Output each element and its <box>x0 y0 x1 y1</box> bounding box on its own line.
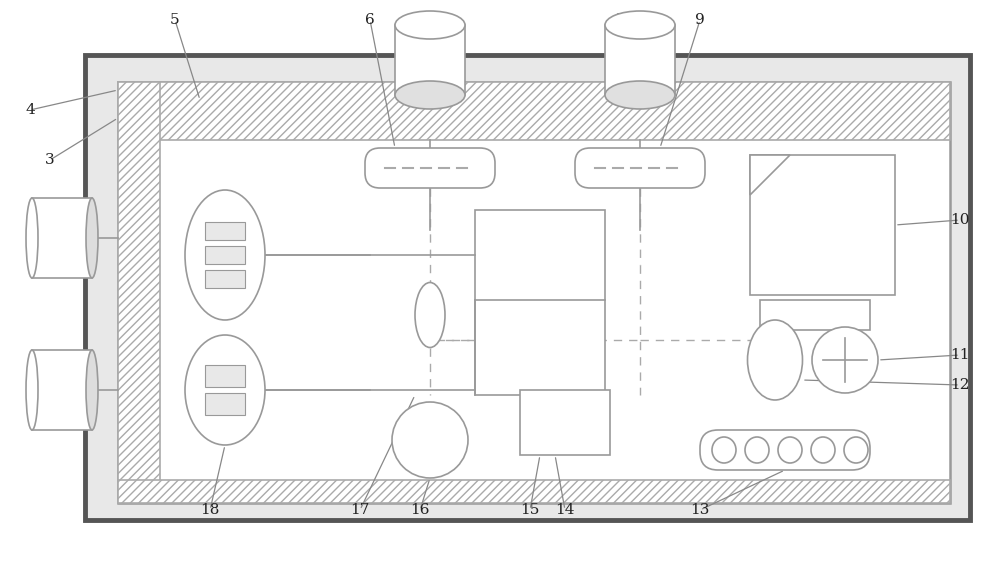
Ellipse shape <box>844 437 868 463</box>
Bar <box>85 55 970 520</box>
FancyBboxPatch shape <box>575 148 705 188</box>
Text: 3: 3 <box>45 153 55 167</box>
Bar <box>520 390 610 455</box>
Text: 1: 1 <box>30 383 40 397</box>
Ellipse shape <box>185 335 265 445</box>
Bar <box>605 25 675 95</box>
Text: 17: 17 <box>350 503 370 517</box>
Bar <box>750 155 895 295</box>
Ellipse shape <box>748 320 802 400</box>
Polygon shape <box>750 155 790 195</box>
Text: 6: 6 <box>365 13 375 27</box>
Ellipse shape <box>86 198 98 278</box>
Ellipse shape <box>745 437 769 463</box>
Bar <box>475 210 605 395</box>
Ellipse shape <box>712 437 736 463</box>
Text: 9: 9 <box>695 13 705 27</box>
Bar <box>205 221 245 240</box>
Bar <box>118 82 950 140</box>
Text: 2: 2 <box>30 231 40 245</box>
Ellipse shape <box>778 437 802 463</box>
Ellipse shape <box>395 11 465 39</box>
Text: 7: 7 <box>430 13 440 27</box>
Bar <box>760 300 870 330</box>
Circle shape <box>392 402 468 478</box>
Ellipse shape <box>811 437 835 463</box>
Text: 8: 8 <box>615 13 625 27</box>
Text: 4: 4 <box>25 103 35 117</box>
Bar <box>395 25 465 95</box>
FancyBboxPatch shape <box>700 430 870 470</box>
Ellipse shape <box>26 350 38 430</box>
Bar <box>205 270 245 288</box>
Ellipse shape <box>605 81 675 109</box>
Text: 14: 14 <box>555 503 575 517</box>
Ellipse shape <box>605 11 675 39</box>
Bar <box>205 393 245 415</box>
Text: 5: 5 <box>170 13 180 27</box>
FancyBboxPatch shape <box>365 148 495 188</box>
Ellipse shape <box>185 190 265 320</box>
Circle shape <box>812 327 878 393</box>
Text: 15: 15 <box>520 503 540 517</box>
Bar <box>32 350 92 430</box>
Text: 12: 12 <box>950 378 970 392</box>
Text: 11: 11 <box>950 348 970 362</box>
Bar <box>118 82 160 503</box>
Text: 16: 16 <box>410 503 430 517</box>
Bar <box>205 246 245 264</box>
Bar <box>32 198 92 278</box>
Bar <box>118 480 950 503</box>
Bar <box>205 364 245 386</box>
Ellipse shape <box>395 81 465 109</box>
Ellipse shape <box>86 350 98 430</box>
Bar <box>118 82 950 503</box>
Text: 18: 18 <box>200 503 220 517</box>
Ellipse shape <box>26 198 38 278</box>
Ellipse shape <box>415 282 445 347</box>
Text: 13: 13 <box>690 503 710 517</box>
Text: 10: 10 <box>950 213 970 227</box>
